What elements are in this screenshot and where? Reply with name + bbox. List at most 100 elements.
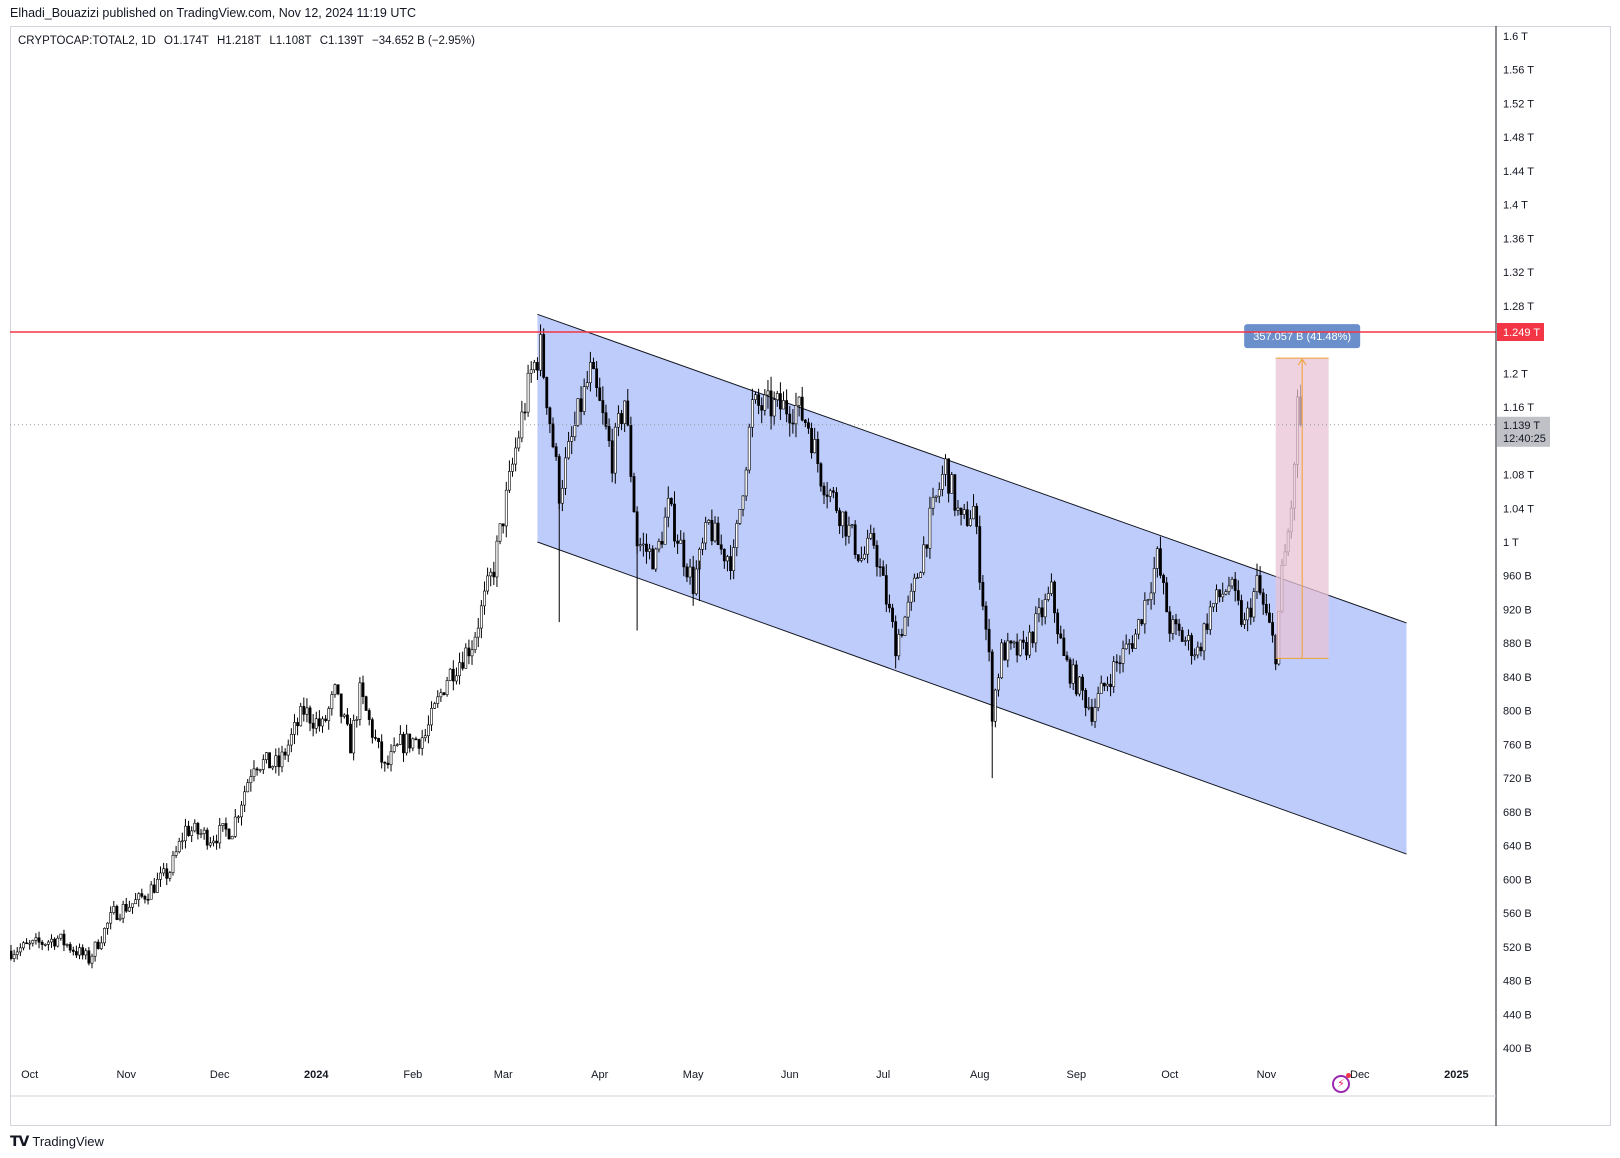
candle-body bbox=[75, 951, 78, 956]
candle-body bbox=[255, 768, 259, 771]
candle-body bbox=[713, 522, 717, 542]
candle-body bbox=[1162, 575, 1165, 584]
candle-body bbox=[511, 463, 514, 472]
candle-body bbox=[1227, 585, 1231, 592]
candle-body bbox=[280, 751, 284, 768]
legend-change: −34.652 B (−2.95%) bbox=[372, 35, 475, 47]
candle-body bbox=[361, 682, 365, 697]
candle-body bbox=[196, 822, 200, 835]
candle-body bbox=[96, 941, 100, 949]
tradingview-brand[interactable]: 𝗧𝗩 TradingView bbox=[10, 1133, 104, 1150]
candle-body bbox=[1134, 633, 1137, 649]
candle-body bbox=[722, 548, 726, 562]
candle-body bbox=[744, 469, 748, 497]
candle-body bbox=[1137, 619, 1141, 635]
y-tick-label: 520 B bbox=[1503, 942, 1532, 954]
candle-body bbox=[333, 684, 337, 695]
candle-body bbox=[564, 457, 567, 489]
candle-body bbox=[1096, 693, 1100, 708]
candle-body bbox=[293, 722, 296, 735]
candle-body bbox=[392, 745, 396, 752]
candle-body bbox=[685, 566, 689, 578]
candle-body bbox=[716, 522, 720, 546]
legend-close: C1.139T bbox=[319, 35, 364, 47]
legend-high: H1.218T bbox=[217, 35, 262, 47]
candle-body bbox=[451, 668, 455, 682]
candle-body bbox=[517, 437, 521, 449]
candle-body bbox=[423, 735, 427, 739]
candle-body bbox=[127, 906, 131, 912]
candle-body bbox=[18, 947, 22, 953]
candle-body bbox=[766, 390, 770, 396]
candle-body bbox=[184, 825, 187, 842]
candle-body bbox=[212, 840, 215, 844]
candle-body bbox=[15, 951, 19, 955]
candle-body bbox=[1146, 599, 1150, 601]
candle-body bbox=[59, 933, 63, 939]
candle-body bbox=[1115, 661, 1119, 664]
candle-body bbox=[679, 539, 683, 544]
candle-body bbox=[828, 490, 832, 497]
candle-body bbox=[925, 544, 929, 549]
lightning-icon[interactable]: ⚡ bbox=[1332, 1075, 1350, 1093]
candle-body bbox=[919, 572, 922, 578]
candle-body bbox=[732, 547, 736, 571]
candle-body bbox=[1056, 612, 1060, 635]
candle-body bbox=[822, 485, 826, 496]
candle-body bbox=[236, 816, 240, 819]
candle-body bbox=[623, 400, 627, 424]
y-tick-label: 760 B bbox=[1503, 739, 1532, 751]
candle-body bbox=[408, 733, 412, 749]
brand-label: TradingView bbox=[32, 1134, 104, 1149]
y-tick-label: 680 B bbox=[1503, 807, 1532, 819]
current-price-label: 1.139 T bbox=[1503, 420, 1540, 432]
candle-body bbox=[526, 372, 530, 413]
candle-body bbox=[922, 544, 926, 573]
y-tick-label: 1.44 T bbox=[1503, 166, 1534, 178]
candle-body bbox=[1109, 683, 1112, 687]
candle-body bbox=[1218, 589, 1222, 598]
candle-body bbox=[1043, 599, 1047, 618]
candle-body bbox=[455, 675, 458, 682]
candle-body bbox=[286, 744, 290, 756]
candle-body bbox=[445, 680, 449, 695]
candle-body bbox=[940, 474, 944, 490]
candle-body bbox=[788, 413, 792, 424]
candle-body bbox=[464, 647, 468, 669]
candle-body bbox=[442, 692, 446, 695]
candle-body bbox=[402, 734, 405, 754]
candle-body bbox=[476, 627, 480, 638]
candle-body bbox=[427, 724, 430, 737]
candle-body bbox=[551, 423, 555, 448]
candle-body bbox=[757, 394, 761, 406]
candle-body bbox=[726, 556, 729, 562]
candle-body bbox=[1252, 591, 1256, 618]
candle-body bbox=[65, 944, 69, 946]
candle-body bbox=[246, 782, 250, 793]
candle-body bbox=[856, 554, 860, 561]
candle-body bbox=[582, 386, 586, 412]
candle-body bbox=[1149, 592, 1153, 600]
candle-body bbox=[1196, 646, 1200, 656]
candle-body bbox=[1124, 643, 1128, 650]
candle-body bbox=[1087, 706, 1091, 709]
candle-body bbox=[22, 942, 25, 949]
candle-body bbox=[1224, 591, 1228, 595]
candle-body bbox=[265, 752, 268, 760]
candle-body bbox=[165, 868, 169, 879]
candle-body bbox=[897, 634, 901, 657]
candle-body bbox=[134, 899, 138, 905]
candle-body bbox=[1050, 581, 1053, 594]
candle-body bbox=[1180, 630, 1184, 642]
candle-body bbox=[1202, 623, 1206, 652]
candle-body bbox=[90, 955, 94, 964]
candle-body bbox=[177, 841, 181, 853]
candle-body bbox=[775, 393, 779, 401]
y-tick-label: 1.28 T bbox=[1503, 301, 1534, 313]
candle-body bbox=[115, 906, 119, 920]
candle-body bbox=[507, 471, 511, 491]
candle-body bbox=[638, 544, 642, 547]
candle-body bbox=[741, 495, 745, 510]
x-tick-label: Jul bbox=[876, 1069, 890, 1081]
